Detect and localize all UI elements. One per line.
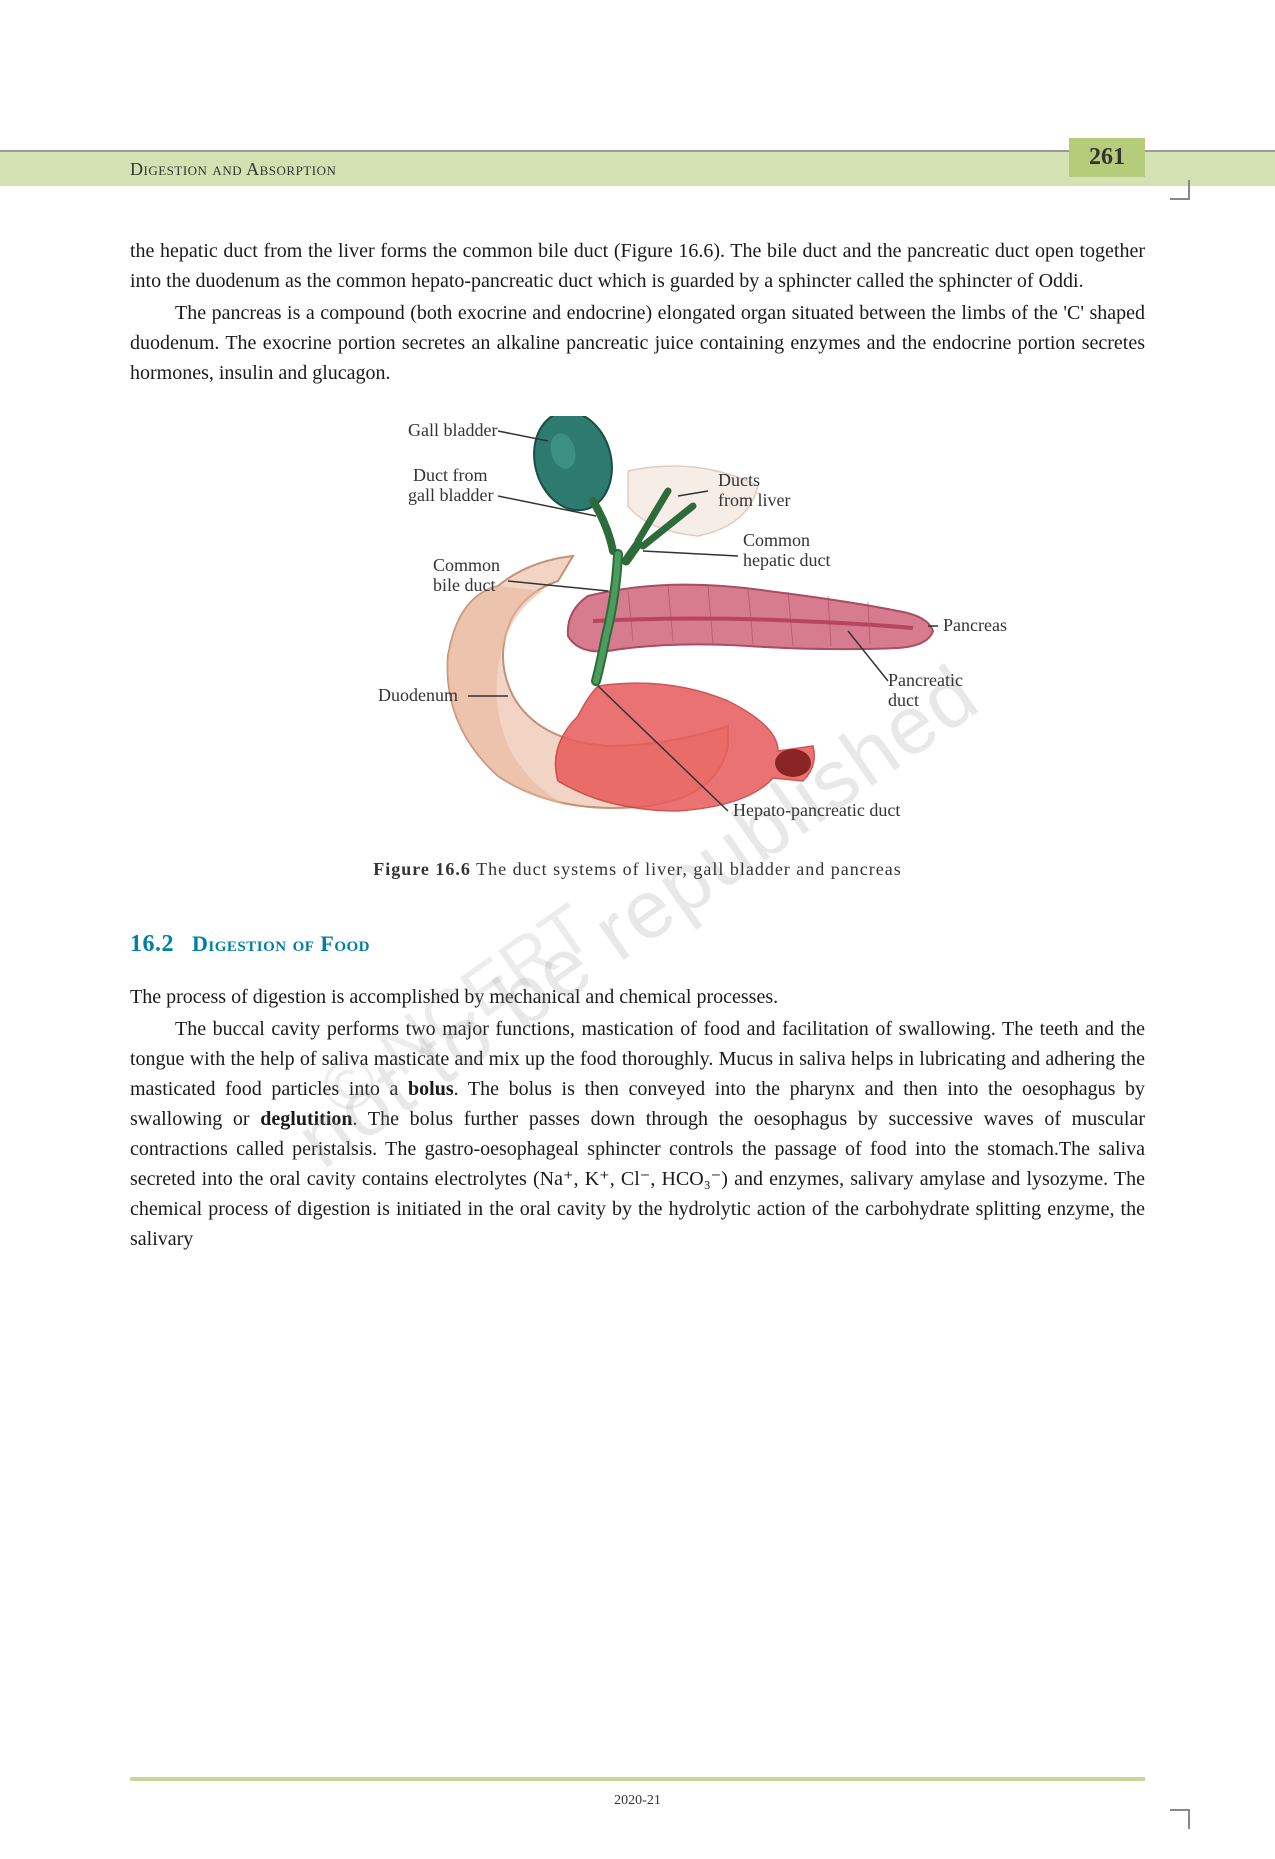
figure-16-6: Gall bladder Duct from gall bladder Comm…	[248, 416, 1028, 896]
cystic-duct	[593, 501, 613, 551]
figure-number: Figure 16.6	[373, 859, 471, 879]
content-area: the hepatic duct from the liver forms th…	[0, 186, 1275, 1254]
paragraph-1: the hepatic duct from the liver forms th…	[130, 236, 1145, 296]
common-hepatic-duct	[626, 544, 638, 561]
page-number: 261	[1069, 138, 1145, 177]
crop-mark-bottom	[1170, 1809, 1190, 1829]
p4-bold-bolus: bolus	[408, 1078, 454, 1100]
label-chd-1: Common	[743, 530, 810, 550]
p4-ions: (Na⁺, K⁺, Cl⁻, HCO₃⁻)	[533, 1168, 728, 1190]
label-chd-2: hepatic duct	[743, 550, 830, 570]
section-heading: 16.2 Digestion of Food	[130, 926, 1145, 962]
anatomy-diagram: Gall bladder Duct from gall bladder Comm…	[248, 416, 1028, 846]
label-cbd-2: bile duct	[433, 575, 495, 595]
label-duodenum: Duodenum	[378, 685, 458, 705]
footer-year: 2020-21	[614, 1793, 661, 1808]
label-hepato: Hepato-pancreatic duct	[733, 800, 900, 820]
label-cbd-1: Common	[433, 555, 500, 575]
label-liver-2: from liver	[718, 490, 790, 510]
section-number: 16.2	[130, 931, 174, 957]
footer: 2020-21	[0, 1777, 1275, 1809]
crop-mark-top	[1170, 180, 1190, 200]
figure-caption: Figure 16.6 The duct systems of liver, g…	[248, 856, 1028, 883]
p4-bold-deglutition: deglutition	[260, 1108, 352, 1130]
stomach-shape	[555, 683, 814, 811]
page-container: not to be republished © NCERT Digestion …	[0, 150, 1275, 1859]
label-duct-gb-1: Duct from	[413, 465, 487, 485]
label-pd-1: Pancreatic	[888, 670, 963, 690]
label-liver-1: Ducts	[718, 470, 760, 490]
section-title: Digestion of Food	[192, 931, 370, 956]
label-pancreas: Pancreas	[943, 615, 1007, 635]
figure-caption-text: The duct systems of liver, gall bladder …	[471, 859, 902, 879]
chapter-title: Digestion and Absorption	[130, 159, 336, 180]
label-duct-gb-2: gall bladder	[408, 485, 493, 505]
paragraph-3: The process of digestion is accomplished…	[130, 982, 1145, 1012]
paragraph-2: The pancreas is a compound (both exocrin…	[130, 298, 1145, 388]
footer-line	[130, 1777, 1145, 1781]
stomach-opening	[775, 749, 811, 777]
header-bar: Digestion and Absorption 261	[0, 150, 1275, 186]
label-gall-bladder: Gall bladder	[408, 420, 497, 440]
paragraph-4: The buccal cavity performs two major fun…	[130, 1014, 1145, 1254]
label-pd-2: duct	[888, 690, 919, 710]
